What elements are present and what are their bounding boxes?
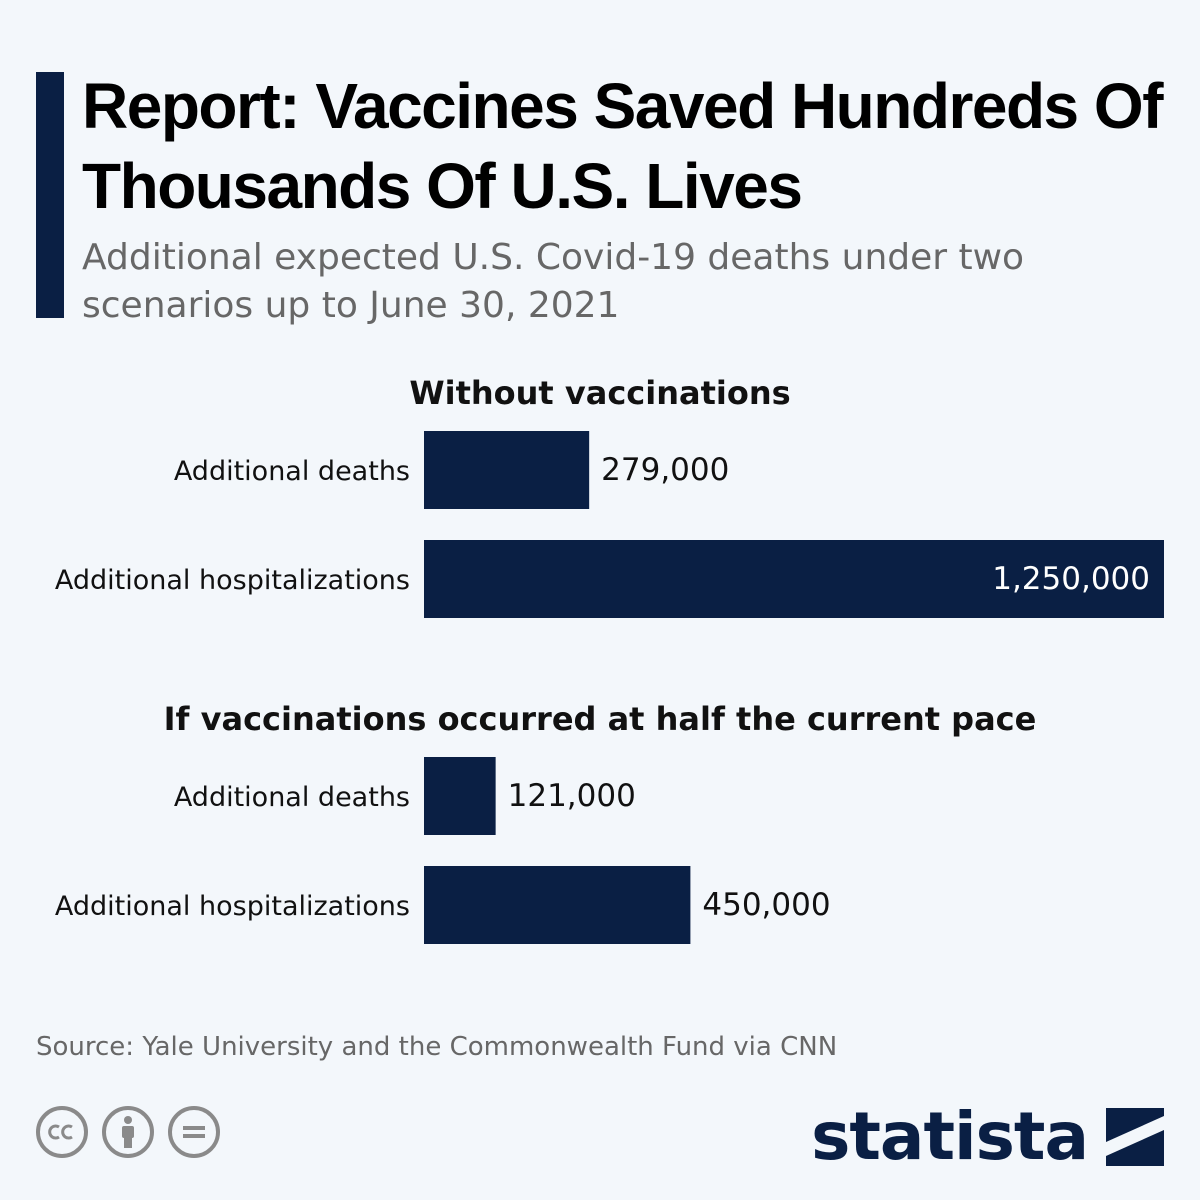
no-derivatives-icon bbox=[168, 1106, 220, 1158]
bar bbox=[424, 431, 590, 509]
logo-wordmark: statista bbox=[811, 1098, 1089, 1175]
value-label: 450,000 bbox=[702, 887, 830, 923]
title-accent-bar bbox=[36, 72, 64, 318]
source-note: Source: Yale University and the Commonwe… bbox=[36, 1032, 838, 1062]
attribution-icon bbox=[102, 1106, 154, 1158]
category-label: Additional hospitalizations bbox=[55, 565, 410, 596]
cc-icon bbox=[36, 1106, 88, 1158]
bar bbox=[424, 540, 1164, 618]
bar bbox=[424, 757, 496, 835]
statista-logo: statista bbox=[811, 1098, 1164, 1175]
category-label: Additional deaths bbox=[174, 456, 410, 487]
license-icons bbox=[36, 1106, 220, 1158]
group-title: Without vaccinations bbox=[409, 374, 790, 412]
value-label: 1,250,000 bbox=[992, 561, 1150, 597]
value-label: 121,000 bbox=[508, 778, 636, 814]
chart-title: Report: Vaccines Saved Hundreds Of Thous… bbox=[82, 70, 1164, 222]
statista-mark-icon bbox=[1106, 1107, 1164, 1166]
chart-subtitle: Additional expected U.S. Covid-19 deaths… bbox=[82, 237, 1025, 326]
bar bbox=[424, 866, 691, 944]
bar-chart: Without vaccinations Additional deaths 279… bbox=[55, 374, 1164, 944]
group-title: If vaccinations occurred at half the cur… bbox=[164, 700, 1037, 738]
category-label: Additional hospitalizations bbox=[55, 891, 410, 922]
value-label: 279,000 bbox=[601, 452, 729, 488]
category-label: Additional deaths bbox=[174, 782, 410, 813]
